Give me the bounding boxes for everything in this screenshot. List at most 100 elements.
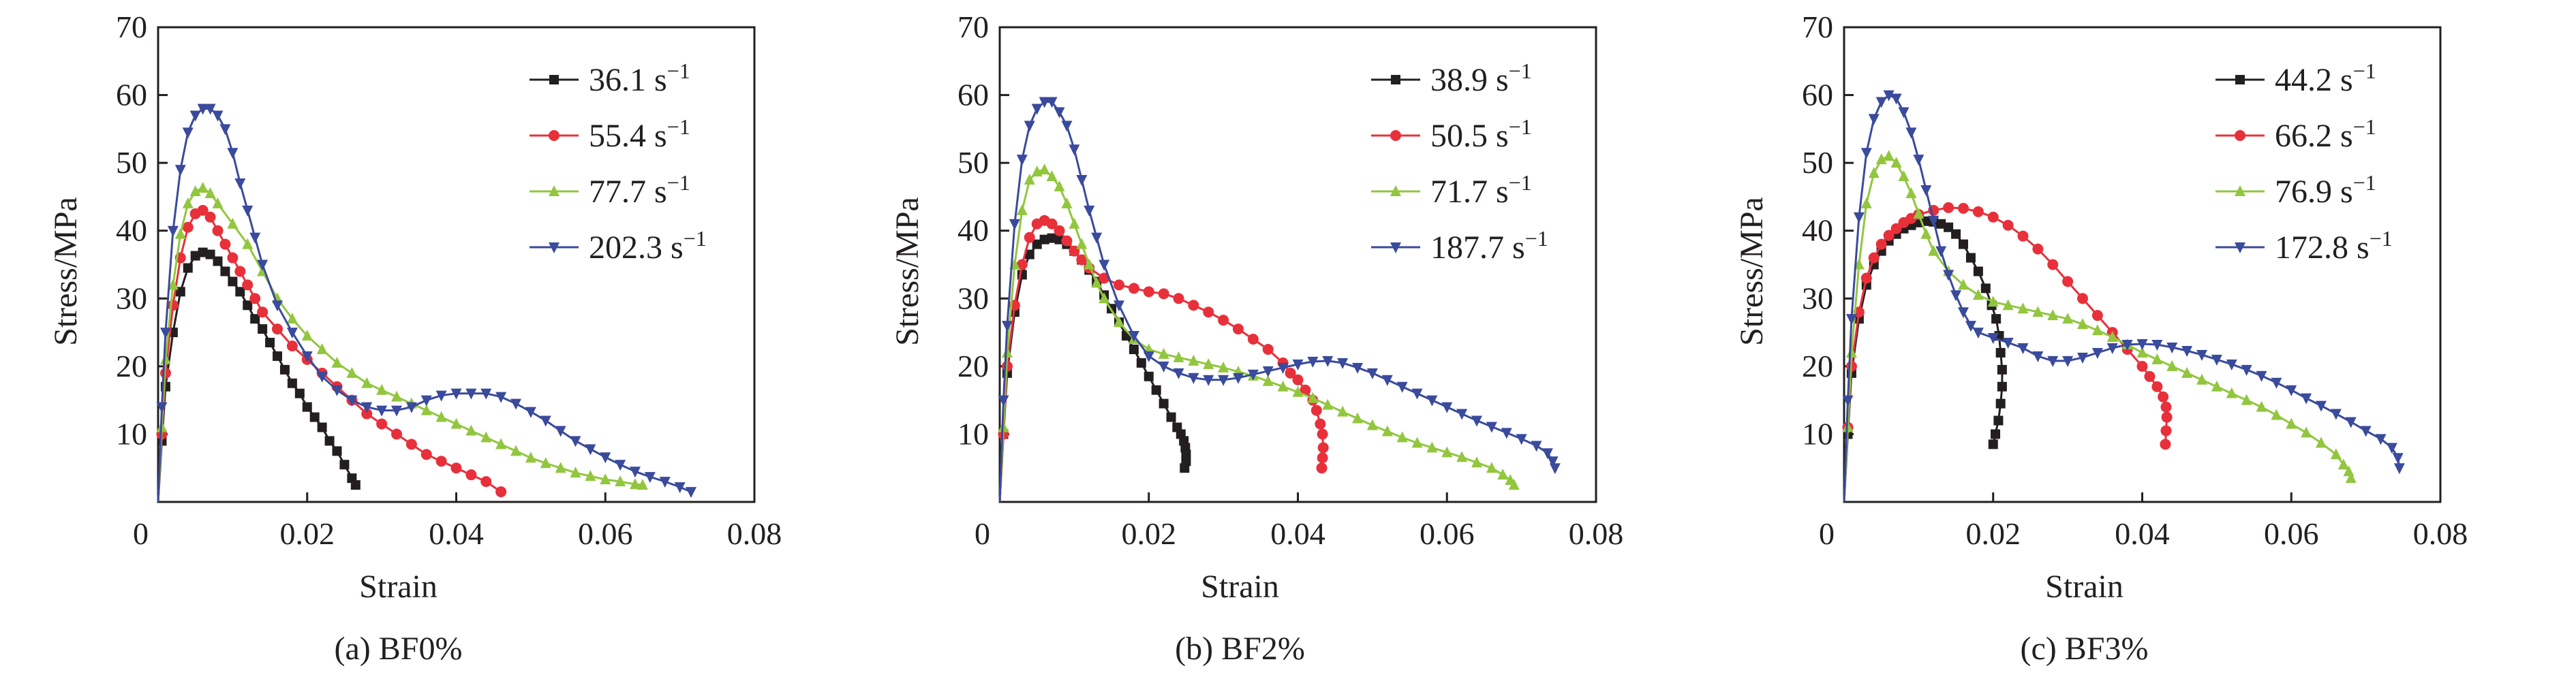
xtick-labels: 0 0.02 0.04 0.06 0.08	[133, 516, 782, 551]
data-point	[630, 467, 641, 478]
data-point	[1411, 437, 1423, 448]
data-point	[1542, 448, 1553, 460]
data-point	[1001, 346, 1013, 358]
data-point	[585, 444, 596, 456]
data-point	[159, 328, 171, 339]
data-point	[324, 436, 335, 446]
data-point	[1173, 293, 1184, 304]
data-point	[1317, 442, 1329, 454]
data-point	[1928, 244, 1939, 256]
data-point	[465, 388, 477, 400]
data-point	[1188, 373, 1199, 384]
panel-caption: (c) BF3%	[2021, 631, 2149, 667]
data-point	[279, 364, 290, 375]
legend-label-superscript: −1	[2353, 59, 2376, 83]
data-point	[287, 378, 297, 388]
data-point	[1203, 375, 1214, 386]
data-point	[644, 472, 656, 484]
data-point	[1001, 321, 1013, 332]
data-point	[1972, 206, 1984, 217]
data-point	[1203, 358, 1214, 369]
chart-panel-bf2: 10 20 30 40 50 60 70 0 0.02 0.04 0.06 0.08 Stress/…	[889, 10, 1623, 667]
series-1	[157, 247, 361, 503]
x-axis-label: Strain	[2045, 569, 2123, 605]
data-point	[2106, 343, 2118, 354]
legend-item: 187.7 s−1	[1371, 226, 1548, 266]
data-point	[1031, 104, 1043, 115]
data-point	[1944, 222, 1954, 232]
data-point	[1247, 334, 1259, 345]
legend-item: 44.2 s−1	[2215, 59, 2376, 98]
legend-label-superscript: −1	[684, 226, 707, 251]
data-point	[2393, 463, 2405, 475]
y-axis-label: Stress/MPa	[889, 197, 925, 346]
data-point	[465, 469, 477, 481]
data-point	[2330, 448, 2342, 460]
data-point	[405, 402, 417, 413]
data-point	[317, 422, 327, 432]
data-point	[2017, 230, 2029, 242]
legend-label-superscript: −1	[2370, 226, 2393, 251]
data-point	[2241, 394, 2252, 405]
data-point	[1307, 356, 1319, 368]
data-point	[294, 388, 305, 398]
data-point	[1381, 375, 1393, 386]
series-4	[998, 97, 1561, 503]
x-tick-label: 0.06	[2264, 516, 2319, 551]
y-tick-label: 70	[957, 10, 989, 44]
data-point	[615, 460, 626, 471]
data-point	[2226, 359, 2237, 370]
y-tick-label: 50	[957, 145, 989, 180]
x-tick-label: 0.06	[578, 516, 633, 551]
data-point	[1292, 359, 1304, 370]
data-point	[2181, 345, 2193, 357]
legend-item: 36.1 s−1	[530, 59, 690, 98]
data-point	[1860, 197, 1872, 208]
data-point	[257, 259, 269, 271]
legend-item: 202.3 s−1	[530, 226, 707, 266]
y-tick-label: 70	[1802, 10, 1833, 44]
data-point	[1958, 202, 1969, 214]
data-point	[1158, 288, 1169, 300]
data-point	[1016, 155, 1028, 166]
data-point	[2160, 401, 2172, 413]
x-tick-label: 0.02	[1966, 516, 2021, 551]
data-point	[2286, 417, 2297, 429]
data-point	[1277, 362, 1289, 374]
data-point	[2047, 356, 2059, 367]
data-point	[156, 402, 168, 413]
data-point	[1898, 107, 1910, 119]
data-point	[1883, 150, 1895, 161]
data-point	[2002, 219, 2014, 231]
data-point	[346, 395, 358, 407]
x-tick-label: 0.06	[1420, 516, 1475, 551]
series-line	[1843, 220, 2004, 503]
data-point	[1381, 425, 1393, 437]
data-point	[2211, 354, 2222, 366]
data-point	[316, 343, 328, 354]
data-point	[1061, 197, 1073, 208]
data-point	[435, 390, 447, 402]
data-point	[1995, 347, 2006, 358]
data-point	[1016, 204, 1028, 215]
data-point	[1218, 375, 1229, 386]
x-tick-label: 0.02	[1122, 516, 1177, 551]
data-point	[265, 338, 275, 348]
data-point	[1913, 155, 1925, 166]
data-point	[189, 110, 201, 122]
data-point	[228, 277, 238, 287]
data-point	[2091, 324, 2103, 336]
legend-label: 202.3 s−1	[589, 226, 707, 266]
data-point	[2316, 400, 2327, 412]
data-point	[1988, 439, 1998, 449]
data-point	[1951, 229, 1961, 239]
data-point	[1114, 316, 1124, 328]
data-point	[1890, 157, 1902, 168]
data-point	[204, 211, 216, 223]
data-point	[1054, 225, 1065, 236]
data-point	[1024, 232, 1035, 243]
series-1	[1843, 216, 2007, 503]
legend-label: 36.1 s−1	[589, 59, 690, 98]
data-point	[159, 353, 171, 364]
data-point	[1486, 422, 1497, 433]
